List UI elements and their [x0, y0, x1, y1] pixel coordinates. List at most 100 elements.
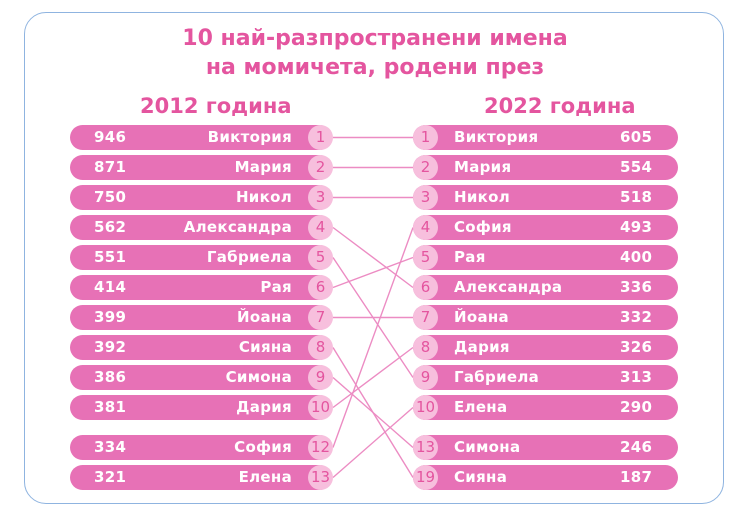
girl-name: Йоана — [454, 308, 509, 326]
ranking-row-2022: 326 Дария 8 — [0, 335, 750, 360]
row-bar — [70, 465, 332, 490]
row-bar — [413, 435, 678, 460]
girl-name: Дария — [236, 398, 292, 416]
girl-name: Дария — [454, 338, 510, 356]
rank-badge: 9 — [413, 365, 438, 390]
rank-change-line — [332, 226, 414, 289]
rank-badge: 9 — [308, 365, 333, 390]
rank-badge: 3 — [308, 185, 333, 210]
rank-change-line — [332, 346, 414, 409]
ranking-row-2012: 562 Александра 4 — [0, 215, 750, 240]
girl-name: Рая — [454, 248, 486, 266]
rank-badge: 10 — [308, 395, 333, 420]
row-bar — [70, 395, 332, 420]
girl-name: Елена — [454, 398, 508, 416]
rank-change-line — [332, 376, 414, 449]
rank-badge: 8 — [308, 335, 333, 360]
rank-badge: 6 — [308, 275, 333, 300]
name-count: 334 — [94, 438, 127, 456]
rank-badge: 5 — [413, 245, 438, 270]
ranking-row-2012: 871 Мария 2 — [0, 155, 750, 180]
rank-badge: 8 — [413, 335, 438, 360]
ranking-row-2012: 399 Йоана 7 — [0, 305, 750, 330]
ranking-row-2022: 518 Никол 3 — [0, 185, 750, 210]
row-bar — [413, 305, 678, 330]
row-bar — [413, 215, 678, 240]
row-bar — [70, 185, 332, 210]
ranking-row-2022: 313 Габриела 9 — [0, 365, 750, 390]
girl-name: Сияна — [238, 338, 292, 356]
name-count: 562 — [94, 218, 127, 236]
row-bar — [413, 155, 678, 180]
girl-name: Никол — [235, 188, 292, 206]
row-bar — [70, 215, 332, 240]
girl-name: Симона — [454, 438, 521, 456]
girl-name: Александра — [183, 218, 292, 236]
ranking-row-2012: 386 Симона 9 — [0, 365, 750, 390]
row-bar — [70, 435, 332, 460]
name-count: 290 — [620, 398, 653, 416]
rank-badge: 10 — [413, 395, 438, 420]
ranking-row-2022: 605 Виктория 1 — [0, 125, 750, 150]
ranking-row-2012: 321 Елена 13 — [0, 465, 750, 490]
row-bar — [413, 185, 678, 210]
girl-name: Сияна — [454, 468, 508, 486]
rank-badge: 7 — [413, 305, 438, 330]
name-count: 414 — [94, 278, 127, 296]
row-bar — [70, 365, 332, 390]
column-heading-2012: 2012 година — [140, 94, 292, 118]
name-count: 381 — [94, 398, 127, 416]
rank-badge: 2 — [308, 155, 333, 180]
row-bar — [413, 395, 678, 420]
girl-name: Никол — [454, 188, 511, 206]
name-count: 554 — [620, 158, 653, 176]
name-count: 400 — [620, 248, 653, 266]
ranking-row-2012: 551 Габриела 5 — [0, 245, 750, 270]
name-count: 332 — [620, 308, 653, 326]
ranking-row-2022: 554 Мария 2 — [0, 155, 750, 180]
ranking-row-2022: 246 Симона 13 — [0, 435, 750, 460]
girl-name: Йоана — [237, 308, 292, 326]
row-bar — [70, 125, 332, 150]
row-bar — [413, 365, 678, 390]
ranking-row-2022: 336 Александра 6 — [0, 275, 750, 300]
name-count: 326 — [620, 338, 653, 356]
girl-name: Александра — [454, 278, 563, 296]
girl-name: Мария — [454, 158, 512, 176]
name-count: 336 — [620, 278, 653, 296]
name-count: 187 — [620, 468, 653, 486]
chart-title-line-1: 10 най-разпространени имена — [182, 26, 568, 51]
ranking-row-2012: 750 Никол 3 — [0, 185, 750, 210]
rank-badge: 4 — [413, 215, 438, 240]
rank-change-line — [332, 227, 414, 448]
rank-badge: 2 — [413, 155, 438, 180]
ranking-row-2022: 290 Елена 10 — [0, 395, 750, 420]
rank-badge: 13 — [413, 435, 438, 460]
name-count: 493 — [620, 218, 653, 236]
ranking-row-2012: 392 Сияна 8 — [0, 335, 750, 360]
rank-badge: 7 — [308, 305, 333, 330]
girl-name: Виктория — [454, 128, 539, 146]
name-count: 605 — [620, 128, 653, 146]
ranking-row-2012: 414 Рая 6 — [0, 275, 750, 300]
girl-name: Рая — [260, 278, 292, 296]
ranking-row-2022: 332 Йоана 7 — [0, 305, 750, 330]
row-bar — [70, 335, 332, 360]
ranking-row-2022: 493 София 4 — [0, 215, 750, 240]
name-count: 518 — [620, 188, 653, 206]
row-bar — [413, 335, 678, 360]
girl-name: София — [234, 438, 292, 456]
ranking-row-2012: 334 София 12 — [0, 435, 750, 460]
rank-badge: 1 — [308, 125, 333, 150]
chart-title-line-2: на момичета, родени през — [205, 55, 545, 80]
column-heading-2022: 2022 година — [484, 94, 636, 118]
rank-change-line — [332, 406, 414, 479]
rank-badge: 1 — [413, 125, 438, 150]
name-count: 551 — [94, 248, 127, 266]
ranking-row-2022: 187 Сияна 19 — [0, 465, 750, 490]
rank-badge: 6 — [413, 275, 438, 300]
name-count: 946 — [94, 128, 127, 146]
girl-name: Габриела — [454, 368, 540, 386]
ranking-row-2012: 381 Дария 10 — [0, 395, 750, 420]
